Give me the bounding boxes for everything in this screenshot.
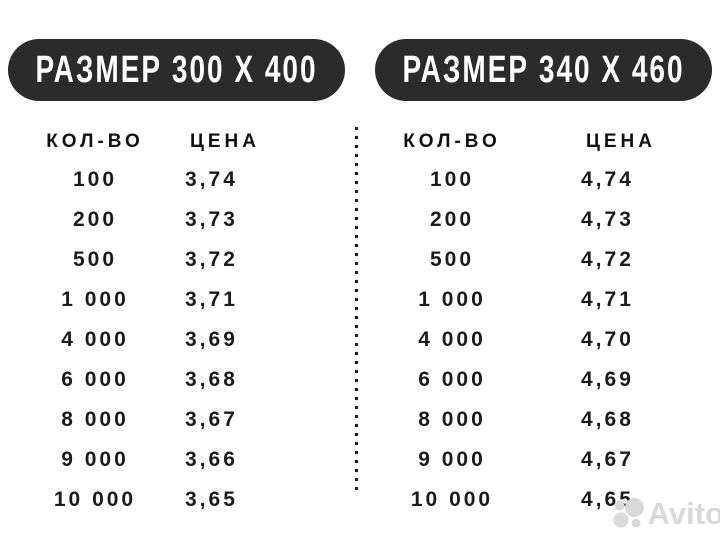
size-badge-300x400: РАЗМЕР 300 Х 400 (8, 39, 345, 101)
quantity-value: 200 (429, 208, 475, 231)
table-row: 500 3,72 (0, 240, 357, 280)
quantity-value: 6 000 (418, 368, 486, 391)
price-value: 3,66 (185, 448, 238, 471)
table-row: 100 3,74 (0, 160, 357, 200)
table-header-row: КОЛ-ВО ЦЕНА (357, 124, 720, 160)
table-row: 9 000 4,67 (357, 440, 720, 480)
quantity-value: 6 000 (61, 368, 129, 391)
quantity-value: 10 000 (53, 488, 137, 511)
price-table-340x460: КОЛ-ВО ЦЕНА 100 4,74 200 4,73 500 4,72 1… (357, 124, 720, 520)
table-row: 6 000 4,69 (357, 360, 720, 400)
price-value: 3,65 (185, 488, 238, 511)
price-value: 4,68 (581, 408, 634, 431)
size-badge-label: РАЗМЕР 300 Х 400 (35, 48, 318, 91)
quantity-value: 1 000 (418, 288, 486, 311)
quantity-column-header: КОЛ-ВО (403, 131, 501, 152)
price-value: 4,69 (581, 368, 634, 391)
price-value: 3,67 (185, 408, 238, 431)
price-column-header: ЦЕНА (190, 131, 260, 152)
quantity-value: 4 000 (418, 328, 486, 351)
quantity-value: 100 (72, 168, 118, 191)
table-row: 1 000 3,71 (0, 280, 357, 320)
table-row: 1 000 4,71 (357, 280, 720, 320)
table-row: 200 3,73 (0, 200, 357, 240)
table-row: 6 000 3,68 (0, 360, 357, 400)
avito-logo-icon (612, 497, 648, 531)
table-header-row: КОЛ-ВО ЦЕНА (0, 124, 357, 160)
avito-watermark: Avito (612, 496, 720, 532)
price-value: 3,72 (185, 248, 238, 271)
price-value: 3,74 (185, 168, 238, 191)
quantity-value: 200 (72, 208, 118, 231)
price-value: 3,73 (185, 208, 238, 231)
dotted-divider (355, 127, 358, 493)
avito-watermark-text: Avito (647, 496, 720, 531)
price-value: 4,67 (581, 448, 634, 471)
size-badge-label: РАЗМЕР 340 Х 460 (402, 48, 685, 91)
price-value: 4,71 (581, 288, 634, 311)
quantity-value: 9 000 (418, 448, 486, 471)
table-row: 8 000 4,68 (357, 400, 720, 440)
table-row: 500 4,72 (357, 240, 720, 280)
table-row: 10 000 3,65 (0, 480, 357, 520)
quantity-value: 10 000 (410, 488, 494, 511)
quantity-value: 1 000 (61, 288, 129, 311)
table-row: 200 4,73 (357, 200, 720, 240)
price-value: 4,74 (581, 168, 634, 191)
price-value: 4,72 (581, 248, 634, 271)
quantity-value: 8 000 (418, 408, 486, 431)
price-value: 3,69 (185, 328, 238, 351)
table-row: 9 000 3,66 (0, 440, 357, 480)
quantity-value: 8 000 (61, 408, 129, 431)
quantity-value: 500 (429, 248, 475, 271)
quantity-value: 100 (429, 168, 475, 191)
table-row: 8 000 3,67 (0, 400, 357, 440)
quantity-value: 4 000 (61, 328, 129, 351)
quantity-value: 9 000 (61, 448, 129, 471)
size-badge-340x460: РАЗМЕР 340 Х 460 (375, 39, 712, 101)
price-table-300x400: КОЛ-ВО ЦЕНА 100 3,74 200 3,73 500 3,72 1… (0, 124, 357, 520)
price-value: 4,70 (581, 328, 634, 351)
table-row: 4 000 3,69 (0, 320, 357, 360)
price-value: 3,68 (185, 368, 238, 391)
price-value: 4,73 (581, 208, 634, 231)
table-row: 100 4,74 (357, 160, 720, 200)
price-column-header: ЦЕНА (586, 131, 656, 152)
table-row: 4 000 4,70 (357, 320, 720, 360)
price-value: 3,71 (185, 288, 238, 311)
quantity-value: 500 (72, 248, 118, 271)
quantity-column-header: КОЛ-ВО (46, 131, 144, 152)
